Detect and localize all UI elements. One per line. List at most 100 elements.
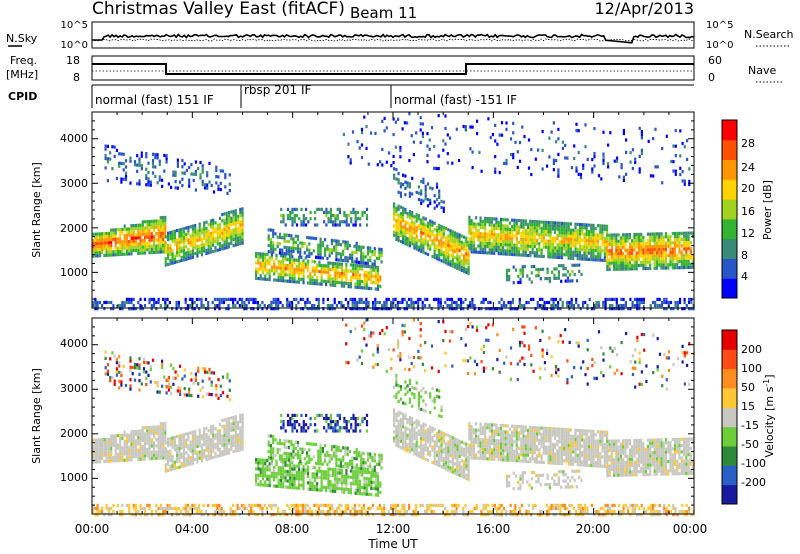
heatmap-cell: [585, 235, 588, 239]
heatmap-cell: [502, 300, 506, 305]
heatmap-cell: [451, 261, 454, 265]
heatmap-cell: [286, 267, 289, 271]
heatmap-cell: [288, 276, 292, 280]
heatmap-cell: [335, 239, 338, 243]
heatmap-cell: [336, 268, 339, 272]
heatmap-cell: [268, 474, 271, 478]
heatmap-cell: [533, 223, 536, 227]
heatmap-cell: [195, 304, 198, 308]
heatmap-cell: [395, 225, 398, 229]
heatmap-cell: [685, 253, 688, 257]
heatmap-cell: [660, 260, 663, 264]
heatmap-cell: [653, 266, 656, 270]
heatmap-cell: [327, 210, 330, 215]
heatmap-cell: [272, 244, 275, 248]
heatmap-cell: [397, 172, 400, 176]
heatmap-cell: [182, 252, 185, 256]
heatmap-cell: [214, 445, 217, 450]
heatmap-cell: [622, 128, 625, 133]
heatmap-cell: [234, 440, 237, 444]
heatmap-cell: [137, 451, 140, 455]
heatmap-cell: [356, 491, 359, 495]
heatmap-cell: [176, 238, 179, 242]
heatmap-cell: [116, 246, 119, 250]
heatmap-cell: [282, 426, 285, 430]
heatmap-cell: [372, 487, 375, 491]
heatmap-cell: [167, 468, 170, 472]
heatmap-cell: [296, 234, 300, 239]
heatmap-cell: [282, 420, 285, 424]
heatmap-cell: [196, 457, 199, 461]
heatmap-cell: [606, 243, 609, 247]
heatmap-cell: [139, 448, 142, 452]
heatmap-cell: [524, 228, 527, 232]
heatmap-cell: [360, 251, 363, 255]
heatmap-cell: [340, 281, 343, 285]
heatmap-cell: [345, 423, 348, 427]
heatmap-cell: [191, 230, 194, 234]
heatmap-cell: [540, 236, 543, 240]
heatmap-cell: [387, 297, 390, 301]
heatmap-cell: [346, 256, 349, 260]
heatmap-cell: [340, 268, 343, 272]
heatmap-cell: [194, 169, 197, 173]
heatmap-cell: [606, 240, 609, 244]
heatmap-cell: [101, 232, 104, 236]
heatmap-cell: [336, 223, 339, 227]
heatmap-cell: [123, 243, 126, 247]
heatmap-cell: [288, 464, 292, 468]
heatmap-cell: [176, 241, 179, 245]
heatmap-cell: [284, 273, 287, 277]
heatmap-cell: [309, 416, 312, 421]
heatmap-cell: [370, 268, 373, 272]
heatmap-cell: [312, 249, 315, 253]
heatmap-cell: [408, 231, 411, 235]
heatmap-cell: [291, 413, 294, 417]
heatmap-cell: [413, 237, 416, 241]
heatmap-cell: [273, 278, 276, 282]
heatmap-cell: [550, 307, 553, 311]
heatmap-cell: [441, 307, 445, 311]
heatmap-cell: [307, 481, 310, 485]
heatmap-cell: [331, 277, 334, 281]
heatmap-cell: [212, 234, 215, 238]
heatmap-cell: [114, 456, 117, 460]
heatmap-cell: [338, 262, 341, 266]
heatmap-cell: [323, 416, 326, 421]
heatmap-cell: [139, 251, 142, 255]
heatmap-cell: [203, 452, 206, 456]
heatmap-cell: [334, 426, 337, 430]
heatmap-cell: [228, 451, 231, 455]
heatmap-cell: [159, 250, 162, 254]
heatmap-cell: [198, 244, 201, 248]
heatmap-cell: [307, 275, 310, 279]
heatmap-cell: [340, 300, 343, 305]
heatmap-cell: [351, 260, 354, 264]
heatmap-cell: [119, 452, 122, 456]
heatmap-cell: [297, 271, 301, 275]
heatmap-cell: [505, 268, 509, 272]
heatmap-cell: [275, 475, 278, 479]
heatmap-cell: [173, 438, 176, 442]
heatmap-cell: [542, 245, 545, 249]
heatmap-cell: [150, 244, 153, 248]
heatmap-cell: [230, 241, 233, 245]
heatmap-cell: [440, 224, 443, 229]
heatmap-cell: [124, 177, 128, 182]
heatmap-cell: [311, 484, 314, 488]
heatmap-cell: [300, 426, 303, 430]
heatmap-cell: [191, 307, 194, 311]
heatmap-cell: [539, 304, 542, 308]
heatmap-cell: [477, 235, 480, 239]
heatmap-cell: [169, 458, 172, 462]
heatmap-cell: [110, 253, 113, 257]
heatmap-cell: [207, 235, 210, 239]
heatmap-cell: [447, 228, 450, 232]
heatmap-cell: [617, 264, 620, 268]
heatmap-cell: [280, 426, 283, 430]
heatmap-cell: [123, 449, 126, 453]
heatmap-cell: [283, 245, 286, 249]
heatmap-cell: [440, 246, 443, 250]
power-colorbar-frame: [721, 119, 738, 299]
heatmap-cell: [494, 139, 497, 143]
